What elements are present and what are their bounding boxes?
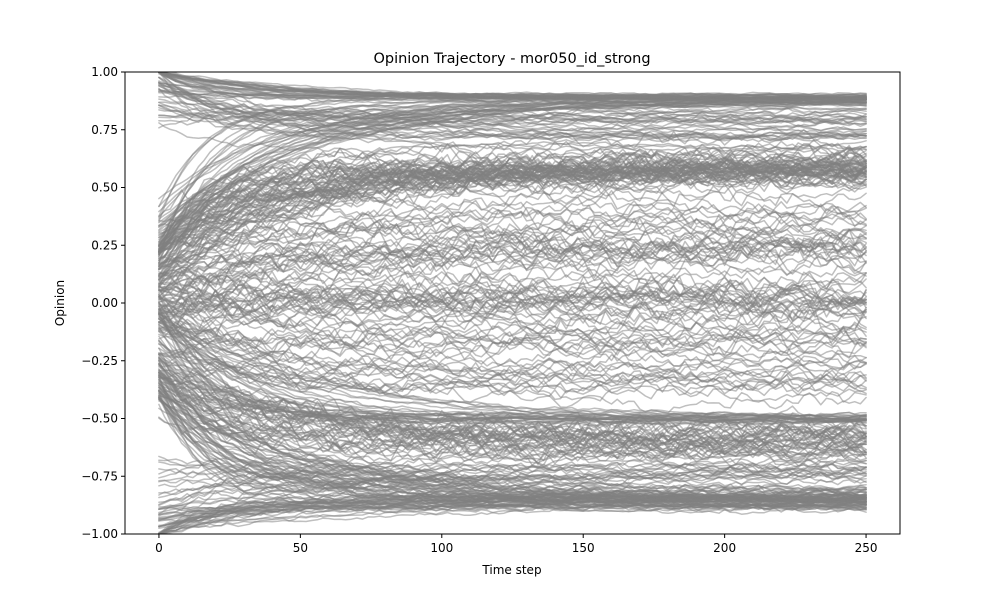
trajectory-line <box>158 321 867 373</box>
trajectory-line <box>158 317 867 389</box>
trajectory-line <box>158 80 867 99</box>
trajectory-line <box>158 364 867 442</box>
trajectory-line <box>158 153 867 281</box>
trajectory-line <box>158 468 867 486</box>
trajectory-line <box>158 372 867 467</box>
trajectory-line <box>158 359 867 443</box>
trajectory-line <box>158 81 867 152</box>
trajectory-line <box>158 366 867 442</box>
trajectory-line <box>158 458 867 516</box>
trajectory-line <box>158 146 867 258</box>
trajectory-line <box>158 249 867 298</box>
trajectory-line <box>158 180 867 269</box>
x-axis-label: Time step <box>481 563 541 577</box>
trajectory-line <box>158 122 867 154</box>
trajectory-line <box>158 315 867 360</box>
trajectory-line <box>158 200 867 259</box>
trajectory-line <box>158 230 867 294</box>
trajectory-line <box>158 395 867 463</box>
trajectory-line <box>158 455 867 487</box>
trajectory-line <box>158 496 867 534</box>
y-tick-label: 0.50 <box>91 181 118 195</box>
trajectory-line <box>158 325 867 350</box>
trajectory-line <box>158 353 867 393</box>
trajectory-line <box>158 167 867 247</box>
trajectory-line <box>158 153 867 286</box>
trajectory-line <box>158 502 867 519</box>
trajectory-line <box>158 371 867 436</box>
trajectory-line <box>158 507 867 534</box>
y-tick-label: −0.25 <box>81 354 118 368</box>
trajectory-line <box>158 210 867 288</box>
y-axis: −1.00 −0.75 −0.50 −0.25 0.00 0.25 0.50 0.75 1.00 <box>81 65 125 541</box>
y-axis-label: Opinion <box>53 280 67 326</box>
trajectory-line <box>158 350 867 380</box>
x-tick-label: 0 <box>155 541 163 555</box>
trajectory-line <box>158 326 867 362</box>
y-tick-label: 0.75 <box>91 123 118 137</box>
chart-title: Opinion Trajectory - mor050_id_strong <box>373 51 650 67</box>
trajectory-line <box>158 302 867 369</box>
x-tick-label: 50 <box>293 541 308 555</box>
trajectory-line <box>158 347 867 457</box>
y-tick-label: −0.50 <box>81 412 118 426</box>
trajectory-line <box>158 297 867 325</box>
trajectory-line <box>158 138 867 277</box>
trajectory-line <box>158 149 867 271</box>
trajectory-line <box>158 90 867 108</box>
x-axis: 0 50 100 150 200 250 <box>155 534 878 555</box>
trajectory-line <box>158 400 867 492</box>
trajectory-line <box>158 342 867 447</box>
x-tick-label: 200 <box>713 541 736 555</box>
y-tick-label: 1.00 <box>91 65 118 79</box>
trajectory-line <box>158 309 867 339</box>
trajectory-line <box>158 198 867 281</box>
trajectory-line <box>158 298 867 336</box>
trajectory-line <box>158 313 867 377</box>
trajectory-line <box>158 266 867 314</box>
trajectory-line <box>158 76 867 126</box>
trajectory-line <box>158 491 867 534</box>
y-tick-label: −0.75 <box>81 469 118 483</box>
trajectory-line <box>158 247 867 290</box>
trajectory-line <box>158 312 867 338</box>
x-tick-label: 100 <box>430 541 453 555</box>
trajectory-line <box>158 162 867 255</box>
trajectory-line <box>158 273 867 321</box>
trajectory-line <box>158 463 867 530</box>
trajectory-line <box>158 145 867 251</box>
y-tick-label: 0.00 <box>91 296 118 310</box>
trajectory-line <box>158 455 867 475</box>
trajectory-line <box>158 144 867 243</box>
trajectory-line <box>158 129 867 264</box>
trajectory-line <box>158 240 867 268</box>
trajectory-line <box>158 352 867 395</box>
trajectory-line <box>158 458 867 476</box>
trajectory-line <box>158 363 867 449</box>
trajectory-line <box>158 321 867 359</box>
trajectory-line <box>158 204 867 260</box>
y-tick-label: −1.00 <box>81 527 118 541</box>
trajectory-line <box>158 101 867 122</box>
trajectory-line <box>158 76 867 151</box>
trajectory-line <box>158 473 867 504</box>
trajectory-line <box>158 307 867 347</box>
x-tick-label: 250 <box>855 541 878 555</box>
trajectory-lines <box>158 72 867 534</box>
trajectory-line <box>158 359 867 445</box>
x-tick-label: 150 <box>572 541 595 555</box>
trajectory-line <box>158 349 867 381</box>
y-tick-label: 0.25 <box>91 238 118 252</box>
